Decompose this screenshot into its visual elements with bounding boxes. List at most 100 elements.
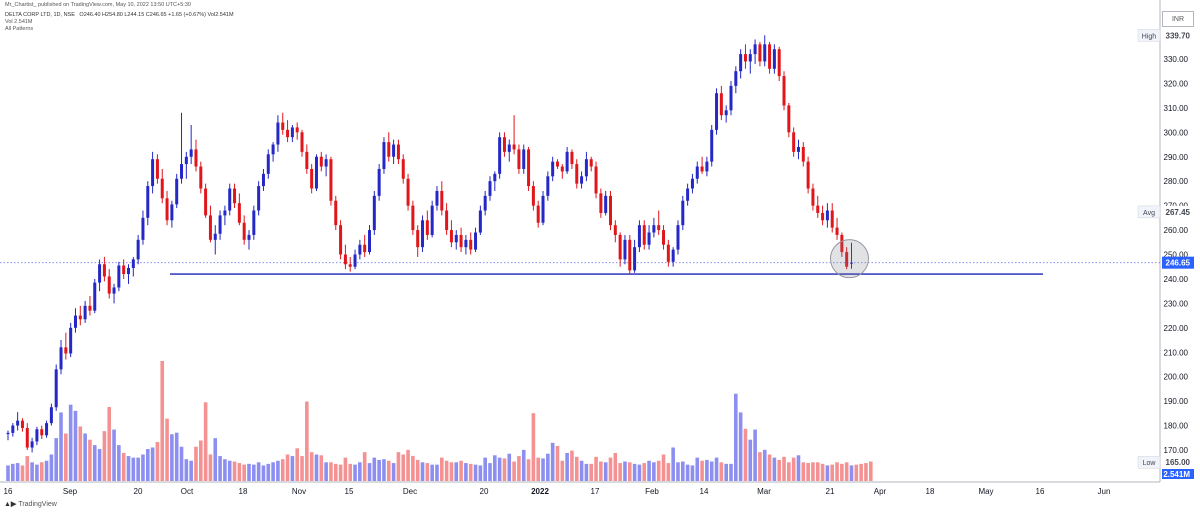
volume-bar (78, 426, 83, 481)
avg-price-tag (1137, 205, 1161, 219)
candle-body (382, 142, 386, 169)
candle-body (208, 215, 212, 240)
volume-bar (772, 457, 777, 481)
x-tick-label: Feb (645, 487, 659, 496)
low-price-value: 165.00 (1166, 458, 1191, 467)
volume-bar (150, 447, 155, 481)
candle-body (729, 85, 733, 111)
volume-legend[interactable]: Vol 2.541M (5, 19, 33, 25)
volume-bar (840, 463, 844, 481)
volume-bar (574, 456, 579, 481)
candle-body (411, 205, 415, 231)
volume-bar (338, 464, 343, 481)
candle-body (199, 166, 203, 189)
volume-bar (160, 361, 165, 481)
candle-body (237, 203, 241, 223)
y-tick-label: 260.00 (1164, 226, 1189, 235)
candle-body (589, 159, 593, 167)
volume-bar (844, 462, 849, 481)
candle-body (286, 129, 290, 138)
candle-body (228, 188, 232, 211)
candle-body (218, 215, 222, 234)
candle-body (223, 210, 227, 216)
volume-bar (266, 463, 271, 481)
volume-bar (425, 463, 430, 481)
candle-body (580, 176, 584, 184)
candle-body (25, 428, 29, 448)
volume-bar (145, 449, 150, 481)
candle-body (266, 154, 270, 174)
volume-bar (449, 462, 454, 481)
candle-body (401, 159, 405, 179)
candle-body (657, 225, 661, 231)
volume-bar (343, 457, 348, 481)
candle-body (136, 239, 140, 260)
volume-bar (512, 461, 516, 481)
y-tick-label: 230.00 (1164, 299, 1189, 308)
tradingview-logo[interactable]: ▲▶ TradingView (4, 501, 57, 508)
high-price-badge (1162, 29, 1194, 42)
candle-body (107, 276, 111, 294)
volume-bar (329, 462, 333, 481)
candle-body (768, 44, 772, 69)
candle-body (758, 44, 762, 62)
volume-bar (223, 459, 227, 481)
candle-body (204, 188, 208, 216)
volume-bar (782, 456, 786, 481)
volume-bar (859, 463, 863, 481)
candle-body (570, 151, 574, 165)
volume-bar (377, 459, 381, 481)
volume-bar (536, 457, 540, 481)
volume-bar (478, 465, 483, 481)
volume-bar (97, 449, 102, 481)
candle-body (242, 222, 246, 240)
volume-bar (203, 402, 208, 481)
y-tick-label: 310.00 (1164, 104, 1189, 113)
volume-bar (406, 449, 410, 481)
volume-bar (444, 460, 449, 481)
x-tick-label: 16 (4, 487, 13, 496)
candle-body (35, 429, 39, 442)
currency-unit[interactable]: INR (1162, 11, 1194, 27)
candle-body (517, 149, 521, 169)
volume-bar (594, 456, 598, 481)
patterns-legend[interactable]: All Patterns (5, 26, 34, 32)
volume-bar (227, 460, 232, 481)
high-price-tag-label: High (1142, 33, 1157, 40)
volume-bar (353, 464, 357, 481)
volume-bar (719, 462, 724, 481)
last-price-badge (1162, 256, 1194, 269)
candle-body (392, 144, 396, 157)
high-price-tag (1137, 29, 1161, 42)
candle-body (11, 425, 15, 433)
candle-body (825, 210, 829, 221)
volume-bar (743, 428, 748, 481)
volume-bar (560, 460, 565, 481)
symbol-name[interactable]: DELTA CORP LTD, 1D, NSE (5, 12, 75, 18)
candle-body (175, 178, 179, 205)
volume-bar (603, 462, 608, 481)
volume-bar (358, 462, 362, 481)
y-tick-label: 200.00 (1164, 373, 1189, 382)
volume-bar (849, 465, 854, 481)
volume-bar (333, 463, 338, 481)
candle-body (300, 132, 304, 152)
volume-bar (709, 461, 714, 481)
volume-bar (497, 457, 502, 481)
candle-body (541, 195, 545, 223)
candle-body (609, 195, 612, 226)
x-tick-label: May (978, 487, 993, 496)
candle-body (261, 173, 265, 187)
volume-bar (661, 454, 666, 481)
volume-bar (242, 464, 246, 481)
volume-bar (473, 464, 478, 481)
volume-bar (261, 465, 266, 481)
candle-body (493, 173, 497, 182)
candle-body (763, 44, 767, 62)
x-tick-label: 17 (591, 487, 600, 496)
volume-bar (584, 463, 589, 481)
candle-body (604, 195, 608, 213)
x-tick-label: 2022 (531, 487, 549, 496)
candle-body (73, 315, 77, 328)
